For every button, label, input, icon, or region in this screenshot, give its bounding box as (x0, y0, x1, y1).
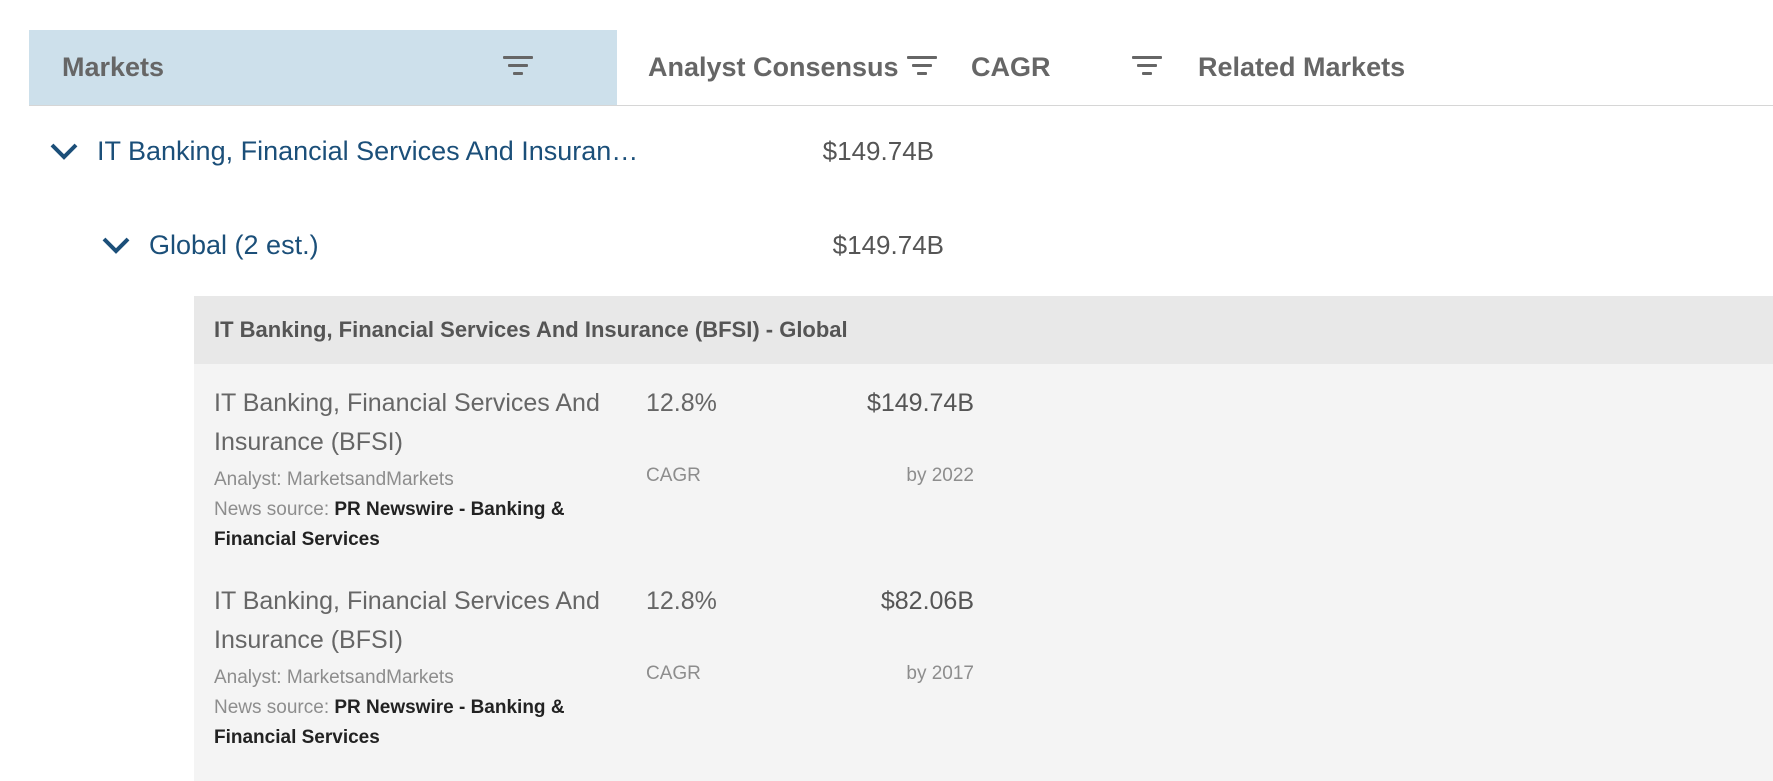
estimate-amount: $149.74B (866, 389, 974, 417)
column-label-cagr: CAGR (971, 52, 1051, 82)
estimate-name: IT Banking, Financial Services And Insur… (214, 389, 600, 456)
table-header: Markets Analyst Consensus CAGR Related M… (29, 30, 1773, 106)
column-header-cagr[interactable]: CAGR (971, 30, 1051, 105)
filter-icon[interactable] (1132, 54, 1162, 78)
estimate-news: News source: PR Newswire - Banking & Fin… (214, 495, 584, 555)
estimate-item: IT Banking, Financial Services And Insur… (214, 384, 974, 555)
news-prefix: News source: (214, 697, 335, 718)
chevron-down-icon[interactable] (49, 140, 79, 162)
estimate-analyst: Analyst: MarketsandMarkets (214, 469, 454, 490)
market-name[interactable]: IT Banking, Financial Services And Insur… (97, 135, 650, 166)
news-source-link[interactable]: PR Newswire - Banking & Financial Servic… (214, 499, 565, 550)
estimate-cagr-label: CAGR (646, 465, 701, 486)
estimates-panel: IT Banking, Financial Services And Insur… (194, 296, 1773, 781)
region-name[interactable]: Global (2 est.) (149, 229, 319, 260)
estimate-name: IT Banking, Financial Services And Insur… (214, 587, 600, 654)
region-value: $149.74B (832, 229, 944, 260)
column-label-related-markets: Related Markets (1198, 52, 1406, 82)
estimate-cagr-value: 12.8% (646, 389, 717, 417)
estimate-news: News source: PR Newswire - Banking & Fin… (214, 693, 584, 753)
estimate-cagr-value: 12.8% (646, 587, 717, 615)
market-value: $149.74B (822, 135, 934, 166)
estimate-amount: $82.06B (880, 587, 974, 615)
column-header-markets[interactable]: Markets (29, 30, 617, 105)
news-prefix: News source: (214, 499, 335, 520)
filter-icon[interactable] (503, 54, 533, 78)
estimate-year: by 2017 (906, 663, 974, 684)
estimate-item: IT Banking, Financial Services And Insur… (214, 582, 974, 753)
news-source-link[interactable]: PR Newswire - Banking & Financial Servic… (214, 697, 565, 748)
estimate-analyst: Analyst: MarketsandMarkets (214, 667, 454, 688)
column-label-analyst-consensus: Analyst Consensus (648, 52, 899, 82)
estimate-year: by 2022 (906, 465, 974, 486)
column-label-markets: Markets (62, 52, 165, 82)
column-header-analyst-consensus[interactable]: Analyst Consensus (648, 30, 899, 105)
panel-title: IT Banking, Financial Services And Insur… (194, 296, 1773, 364)
estimate-cagr-label: CAGR (646, 663, 701, 684)
column-header-related-markets[interactable]: Related Markets (1198, 30, 1405, 105)
market-row-bfsi[interactable]: IT Banking, Financial Services And Insur… (49, 121, 934, 181)
chevron-down-icon[interactable] (101, 234, 131, 256)
region-row-global[interactable]: Global (2 est.) $149.74B (101, 215, 944, 275)
filter-icon[interactable] (907, 54, 937, 78)
